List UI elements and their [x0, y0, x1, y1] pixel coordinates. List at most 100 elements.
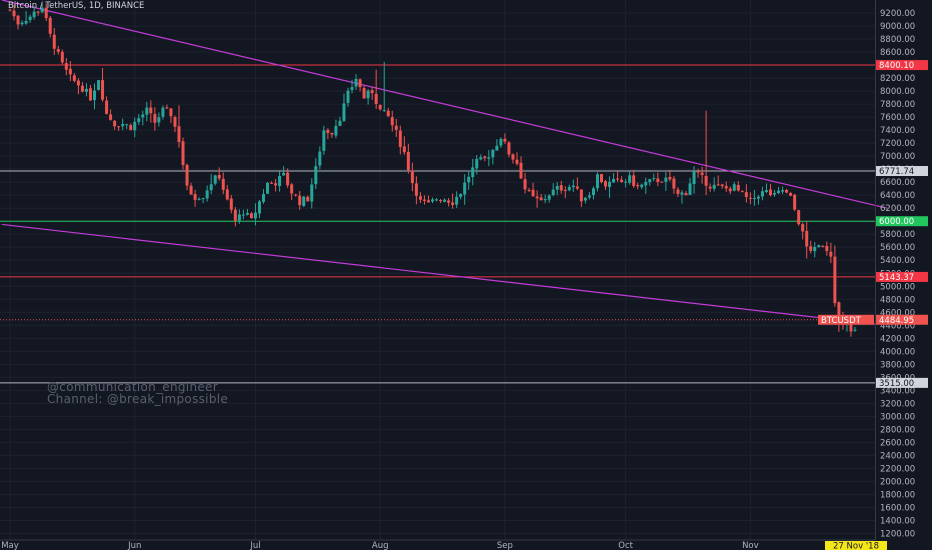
- candle-body: [837, 302, 841, 318]
- candle-body: [302, 196, 306, 206]
- candle-body: [567, 187, 571, 191]
- candle-body: [483, 156, 487, 159]
- candle-body: [676, 189, 680, 194]
- candle-body: [467, 176, 471, 183]
- candle-body: [700, 172, 704, 176]
- candle-body: [394, 125, 398, 130]
- candle-body: [88, 88, 92, 101]
- price-tick-label: 7800.00: [880, 100, 915, 110]
- candle-body: [781, 190, 785, 192]
- price-tick-label: 8200.00: [880, 74, 915, 84]
- candle-body: [257, 201, 261, 214]
- candle-body: [76, 80, 80, 86]
- candle-body: [402, 146, 406, 153]
- chart-grid: [0, 0, 875, 540]
- candle-body: [390, 117, 394, 126]
- level-badge: [876, 377, 928, 388]
- price-tick-label: 3800.00: [880, 360, 915, 370]
- candle-body: [777, 190, 781, 194]
- candle-body: [354, 78, 358, 87]
- price-tick-label: 1800.00: [880, 490, 915, 500]
- candle-body: [133, 121, 137, 131]
- candle-body: [451, 202, 455, 205]
- candle-body: [153, 114, 157, 123]
- candle-body: [262, 194, 265, 202]
- candle-body: [290, 184, 294, 194]
- candle-body: [97, 80, 101, 90]
- candle-body: [36, 11, 40, 13]
- candle-body: [173, 117, 177, 127]
- candle-body: [278, 175, 282, 187]
- price-tick-label: 6400.00: [880, 191, 915, 201]
- candle-body: [40, 7, 44, 13]
- candle-body: [736, 184, 740, 191]
- candle-body: [612, 178, 616, 183]
- price-tick-label: 7000.00: [880, 152, 915, 162]
- candle-body: [342, 103, 346, 121]
- price-level-labels: 8400.10 6771.74 6000.00 5143.37 3515.00 BTCUS…: [818, 60, 928, 389]
- candle-body: [274, 183, 278, 186]
- candle-body: [370, 90, 374, 94]
- candle-body: [366, 90, 370, 99]
- price-tick-label: 6200.00: [880, 204, 915, 214]
- candle-body: [684, 193, 688, 196]
- candle-body: [636, 185, 640, 187]
- candle-body: [523, 179, 527, 190]
- candle-body: [298, 195, 302, 206]
- chart-title: Bitcoin / TetherUS, 1D, BINANCE: [8, 1, 145, 11]
- candle-body: [668, 176, 672, 180]
- time-axis[interactable]: May Jun Jul Aug Sep Oct Nov 27 Nov '18: [0, 539, 932, 550]
- price-tick-label: 3000.00: [880, 412, 915, 422]
- candle-body: [109, 114, 113, 120]
- candle-body: [620, 179, 624, 183]
- price-tick-label: 7600.00: [880, 113, 915, 123]
- candle-body: [16, 15, 20, 25]
- candle-body: [503, 138, 507, 142]
- candle-body: [189, 185, 193, 195]
- current-price-badge: [876, 314, 928, 325]
- candle-body: [418, 196, 422, 200]
- price-tick-label: 6600.00: [880, 178, 915, 188]
- current-date-badge: [825, 541, 887, 550]
- price-tick-label: 7400.00: [880, 126, 915, 136]
- candle-body: [201, 198, 205, 200]
- candle-body: [101, 80, 105, 100]
- price-tick-label: 2000.00: [880, 477, 915, 487]
- time-tick-label: May: [1, 541, 19, 550]
- candle-body: [519, 162, 523, 179]
- candle-body: [205, 190, 209, 199]
- candle-body: [249, 213, 253, 219]
- candle-body: [149, 107, 153, 114]
- candle-body: [459, 193, 463, 197]
- candle-body: [764, 190, 768, 193]
- candle-body: [656, 178, 660, 182]
- candle-body: [479, 157, 483, 160]
- candle-body: [64, 63, 68, 70]
- candle-body: [169, 108, 173, 117]
- candle-body: [640, 184, 644, 188]
- candle-body: [233, 209, 237, 221]
- candle-body: [422, 199, 426, 201]
- symbol-badge-label: BTCUSDT: [821, 316, 862, 326]
- candle-body: [197, 198, 201, 201]
- candle-body: [294, 194, 298, 196]
- candle-body: [551, 189, 555, 195]
- time-tick-label: Aug: [372, 541, 389, 550]
- candle-body: [531, 189, 535, 197]
- candle-body: [817, 245, 821, 248]
- candle-body: [571, 185, 575, 188]
- candle-body: [350, 87, 354, 90]
- candle-body: [756, 196, 760, 199]
- candle-body: [382, 109, 386, 111]
- candle-body: [12, 10, 16, 17]
- candle-body: [386, 110, 390, 117]
- candle-body: [604, 181, 608, 187]
- candle-body: [80, 85, 84, 92]
- candle-body: [410, 170, 414, 184]
- candle-body: [785, 189, 789, 193]
- candle-body: [696, 171, 700, 173]
- candle-body: [644, 181, 648, 186]
- candle-body: [52, 34, 56, 49]
- price-tick-label: 8600.00: [880, 48, 915, 58]
